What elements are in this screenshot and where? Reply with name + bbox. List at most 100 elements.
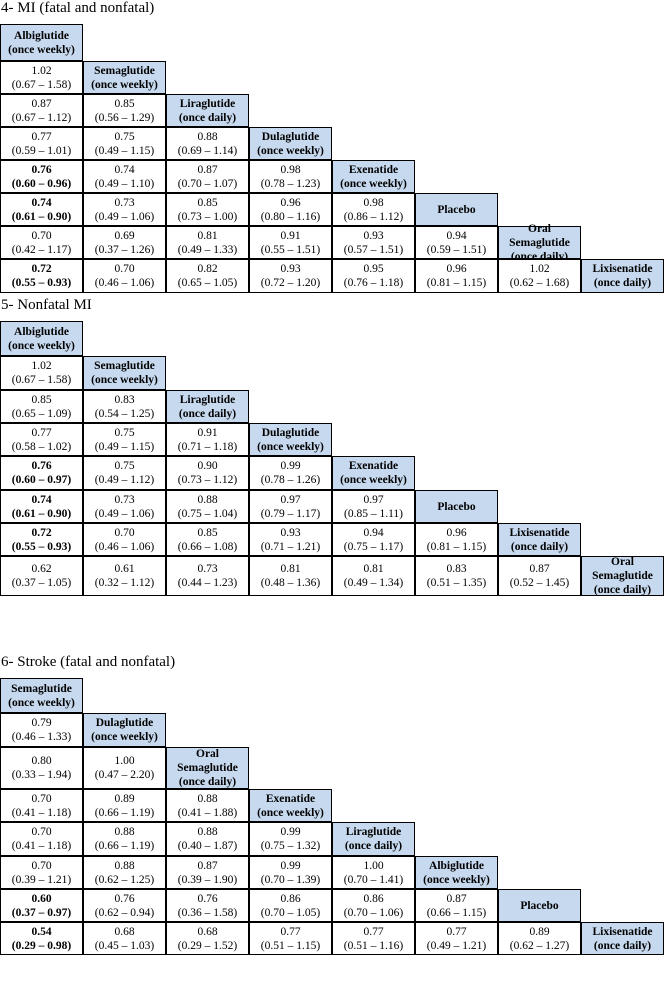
confidence-interval: (0.73 – 1.12) xyxy=(177,474,238,486)
confidence-interval: (0.81 – 1.15) xyxy=(426,277,487,289)
estimate-value: 0.74 xyxy=(31,493,52,506)
treatment-name-line: (once weekly) xyxy=(423,873,490,886)
confidence-interval: (0.42 – 1.17) xyxy=(11,243,72,256)
confidence-interval: (0.71 – 1.21) xyxy=(260,540,321,553)
estimate-cell: 0.81 (0.48 – 1.36) xyxy=(249,556,332,596)
estimate-cell: 1.02 (0.67 – 1.58) xyxy=(0,356,83,390)
section-title: 6- Stroke (fatal and nonfatal) xyxy=(1,654,176,670)
estimate-value: 0.77 xyxy=(280,925,301,938)
estimate-cell: 0.75 (0.49 – 1.12) xyxy=(83,456,166,490)
treatment-name-line: Semaglutide xyxy=(177,762,238,774)
estimate-value: 1.02 xyxy=(529,263,550,275)
confidence-interval: (0.70 – 1.39) xyxy=(260,873,321,886)
treatment-header: Semaglutide (once weekly) xyxy=(0,678,83,713)
estimate-value: 0.87 xyxy=(197,163,218,176)
treatment-name-line: (once weekly) xyxy=(8,43,75,56)
treatment-header: Semaglutide (once weekly) xyxy=(83,356,166,390)
estimate-value: 0.85 xyxy=(197,196,218,209)
estimate-cell: 0.91 (0.55 – 1.51) xyxy=(249,226,332,259)
confidence-interval: (0.39 – 1.90) xyxy=(177,873,238,886)
treatment-name-line: (once weekly) xyxy=(8,339,75,352)
treatment-name-line: (once weekly) xyxy=(8,696,75,709)
confidence-interval: (0.49 – 1.33) xyxy=(177,243,238,256)
estimate-cell: 1.02 (0.62 – 1.68) xyxy=(498,259,581,293)
confidence-interval: (0.29 – 0.98) xyxy=(11,939,72,952)
estimate-value: 0.70 xyxy=(114,263,135,275)
estimate-value: 0.98 xyxy=(363,196,384,209)
estimate-value: 0.76 xyxy=(31,460,52,472)
confidence-interval: (0.62 – 1.68) xyxy=(509,277,570,289)
treatment-name-line: (once weekly) xyxy=(257,806,324,819)
estimate-cell: 0.91 (0.71 – 1.18) xyxy=(166,423,249,456)
estimate-value: 0.81 xyxy=(280,563,301,575)
confidence-interval: (0.66 – 1.15) xyxy=(426,906,487,919)
estimate-cell: 0.88 (0.41 – 1.88) xyxy=(166,789,249,822)
estimate-value: 0.81 xyxy=(197,229,218,242)
estimate-cell: 0.93 (0.57 – 1.51) xyxy=(332,226,415,259)
estimate-value: 0.76 xyxy=(197,892,218,905)
estimate-cell: 0.62 (0.37 – 1.05) xyxy=(0,556,83,596)
confidence-interval: (0.78 – 1.26) xyxy=(260,474,321,486)
confidence-interval: (0.61 – 0.90) xyxy=(11,507,72,520)
confidence-interval: (0.49 – 1.34) xyxy=(343,577,404,589)
confidence-interval: (0.60 – 0.96) xyxy=(11,177,72,190)
treatment-name-line: Lixisenatide xyxy=(592,263,653,275)
estimate-value: 0.61 xyxy=(114,563,135,575)
estimate-cell: 0.97 (0.85 – 1.11) xyxy=(332,490,415,523)
estimate-value: 0.97 xyxy=(280,493,301,506)
confidence-interval: (0.70 – 1.05) xyxy=(260,906,321,919)
treatment-name-line: Lixisenatide xyxy=(592,925,653,938)
estimate-cell: 0.95 (0.76 – 1.18) xyxy=(332,259,415,293)
confidence-interval: (0.49 – 1.12) xyxy=(94,474,155,486)
estimate-cell: 0.70 (0.41 – 1.18) xyxy=(0,789,83,822)
confidence-interval: (0.41 – 1.88) xyxy=(177,806,238,819)
estimate-cell: 0.70 (0.39 – 1.21) xyxy=(0,856,83,889)
estimate-cell: 0.87 (0.67 – 1.12) xyxy=(0,94,83,127)
estimate-value: 0.77 xyxy=(31,130,52,143)
estimate-cell: 0.98 (0.86 – 1.12) xyxy=(332,193,415,226)
estimate-cell: 0.83 (0.54 – 1.25) xyxy=(83,390,166,423)
estimate-cell: 0.96 (0.81 – 1.15) xyxy=(415,259,498,293)
estimate-value: 0.60 xyxy=(31,892,52,905)
estimate-value: 0.88 xyxy=(197,792,218,805)
estimate-cell: 0.94 (0.75 – 1.17) xyxy=(332,523,415,556)
treatment-name-line: Placebo xyxy=(437,500,476,513)
estimate-cell: 0.75 (0.49 – 1.15) xyxy=(83,127,166,160)
confidence-interval: (0.70 – 1.07) xyxy=(177,177,238,190)
confidence-interval: (0.69 – 1.14) xyxy=(177,144,238,157)
estimate-value: 1.00 xyxy=(114,755,135,767)
treatment-name-line: (once daily) xyxy=(178,776,237,788)
estimate-value: 0.93 xyxy=(280,526,301,539)
treatment-header: Semaglutide (once weekly) xyxy=(83,61,166,94)
confidence-interval: (0.55 – 0.93) xyxy=(11,540,72,553)
treatment-name-line: Dulaglutide xyxy=(95,717,154,729)
confidence-interval: (0.41 – 1.18) xyxy=(11,806,72,819)
treatment-header: Liraglutide (once daily) xyxy=(166,390,249,423)
treatment-name-line: Placebo xyxy=(520,899,559,912)
confidence-interval: (0.37 – 1.05) xyxy=(11,577,72,589)
confidence-interval: (0.45 – 1.03) xyxy=(94,939,155,952)
confidence-interval: (0.65 – 1.05) xyxy=(177,277,238,289)
estimate-cell: 0.72 (0.55 – 0.93) xyxy=(0,523,83,556)
confidence-interval: (0.46 – 1.06) xyxy=(94,540,155,553)
estimate-cell: 0.98 (0.78 – 1.23) xyxy=(249,160,332,193)
confidence-interval: (0.67 – 1.12) xyxy=(11,111,72,124)
confidence-interval: (0.62 – 0.94) xyxy=(94,906,155,919)
treatment-header: Exenatide (once weekly) xyxy=(332,160,415,193)
estimate-value: 0.85 xyxy=(31,393,52,406)
treatment-name-line: (once daily) xyxy=(178,111,237,124)
treatment-name-line: Albiglutide xyxy=(14,29,69,42)
estimate-cell: 0.83 (0.51 – 1.35) xyxy=(415,556,498,596)
treatment-header: Dulaglutide (once weekly) xyxy=(83,713,166,747)
confidence-interval: (0.65 – 1.09) xyxy=(11,407,72,420)
confidence-interval: (0.86 – 1.12) xyxy=(343,210,404,223)
estimate-cell: 0.88 (0.40 – 1.87) xyxy=(166,822,249,856)
confidence-interval: (0.49 – 1.15) xyxy=(94,144,155,157)
estimate-cell: 0.76 (0.60 – 0.96) xyxy=(0,160,83,193)
estimate-value: 0.97 xyxy=(363,493,384,506)
estimate-value: 0.93 xyxy=(280,263,301,275)
estimate-value: 0.94 xyxy=(446,229,467,242)
confidence-interval: (0.78 – 1.23) xyxy=(260,177,321,190)
confidence-interval: (0.59 – 1.51) xyxy=(426,243,487,256)
estimate-value: 0.77 xyxy=(31,426,52,439)
